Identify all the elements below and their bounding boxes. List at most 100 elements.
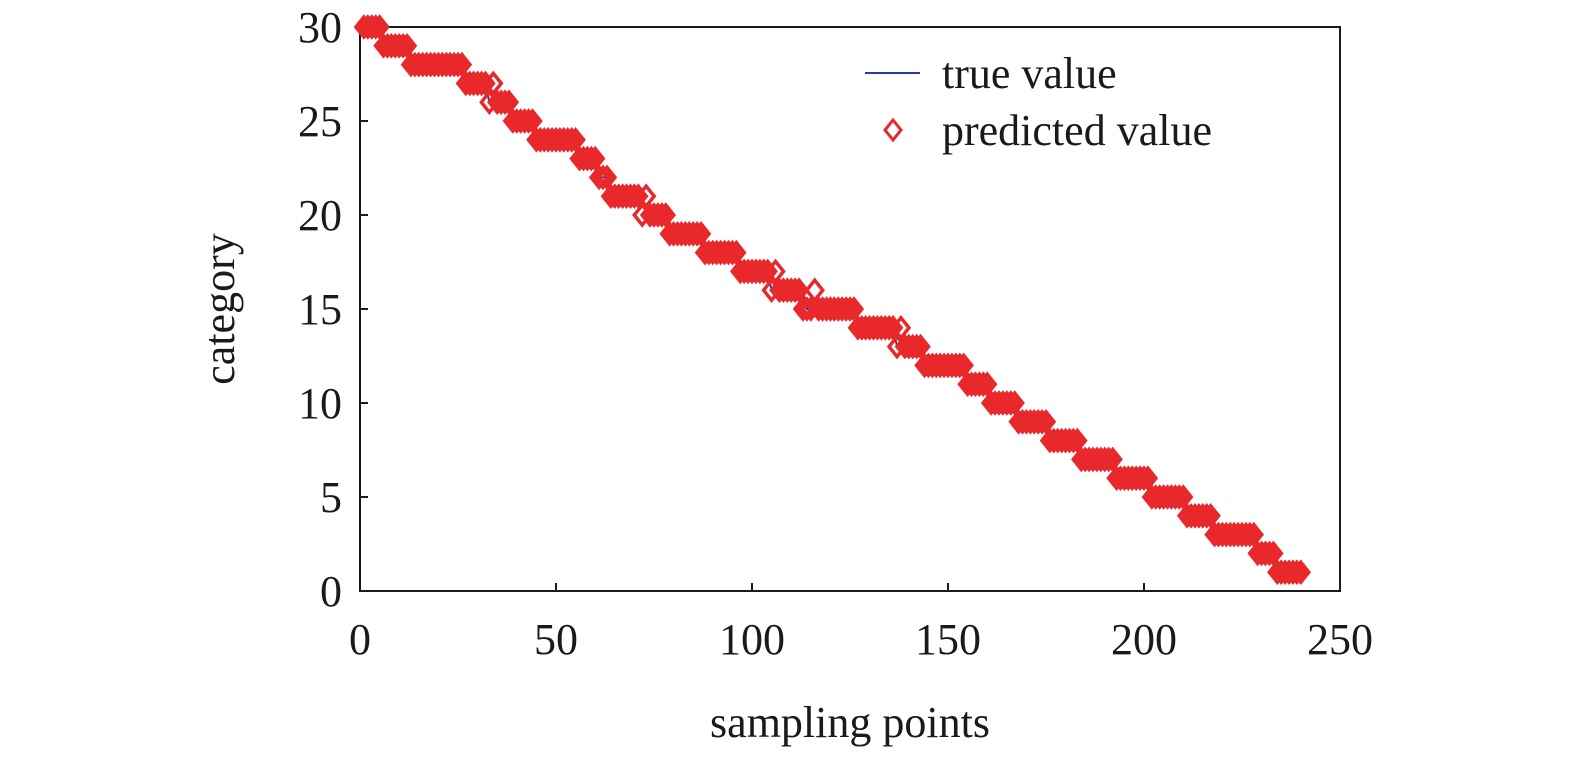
predicted-marker: [718, 239, 739, 266]
predicted-marker: [651, 202, 673, 228]
predicted-marker: [592, 164, 614, 191]
predicted-marker: [1259, 540, 1280, 567]
predicted-marker: [596, 164, 618, 191]
predicted-marker: [451, 51, 473, 78]
predicted-marker: [369, 14, 390, 40]
predicted-marker: [949, 352, 971, 379]
predicted-marker: [953, 352, 974, 379]
y-axis-label: category: [195, 233, 244, 384]
predicted-marker: [996, 390, 1018, 416]
predicted-marker: [365, 14, 386, 40]
y-tick-label: 30: [298, 3, 342, 52]
predicted-marker: [1031, 408, 1053, 435]
y-tick-label: 25: [298, 97, 342, 146]
predicted-marker: [475, 70, 496, 97]
predicted-marker: [1067, 427, 1088, 454]
predicted-marker: [388, 32, 410, 59]
x-tick-label: 100: [719, 615, 785, 664]
predicted-marker: [1059, 427, 1080, 454]
predicted-marker: [1027, 408, 1049, 435]
predicted-marker: [690, 220, 712, 247]
predicted-marker: [447, 51, 469, 78]
predicted-marker: [498, 89, 520, 116]
predicted-marker: [628, 183, 649, 210]
predicted-marker: [1235, 521, 1257, 548]
predicted-marker: [1102, 446, 1123, 473]
predicted-marker: [647, 202, 669, 228]
predicted-marker: [1263, 540, 1284, 567]
predicted-marker: [1286, 559, 1308, 586]
predicted-marker: [577, 145, 598, 172]
predicted-marker: [1192, 502, 1214, 529]
predicted-marker: [1200, 502, 1221, 529]
predicted-marker: [361, 14, 383, 40]
predicted-marker: [780, 277, 802, 304]
predicted-marker: [443, 51, 465, 78]
y-tick-label: 15: [298, 285, 342, 334]
x-tick-label: 150: [915, 615, 981, 664]
predicted-marker: [1094, 446, 1116, 473]
predicted-marker: [557, 126, 579, 153]
predicted-marker: [635, 183, 657, 210]
y-tick-label: 5: [320, 473, 342, 522]
y-tick-label: 0: [320, 567, 342, 616]
predicted-marker: [561, 126, 582, 153]
predicted-marker: [514, 108, 535, 134]
x-tick-label: 200: [1111, 615, 1177, 664]
predicted-marker: [588, 164, 610, 191]
predicted-marker: [1165, 484, 1186, 510]
predicted-marker: [467, 70, 488, 97]
predicted-marker: [784, 277, 806, 304]
predicted-marker: [882, 314, 904, 341]
legend-label: true value: [942, 49, 1117, 98]
predicted-marker: [765, 258, 786, 285]
predicted-marker: [749, 258, 771, 285]
predicted-marker: [494, 89, 516, 116]
predicted-marker: [1169, 484, 1190, 510]
predicted-marker: [392, 32, 414, 59]
x-tick-label: 250: [1307, 615, 1373, 664]
predicted-marker: [518, 108, 539, 134]
predicted-marker: [682, 220, 704, 247]
predicted-marker: [890, 314, 912, 341]
predicted-marker: [396, 32, 418, 59]
predicted-marker: [906, 333, 927, 360]
legend-marker: [883, 117, 903, 143]
predicted-marker: [945, 352, 967, 379]
predicted-marker: [1098, 446, 1119, 473]
predicted-marker: [976, 371, 998, 398]
predicted-marker: [1255, 540, 1276, 567]
predicted-marker: [1063, 427, 1084, 454]
predicted-marker: [584, 145, 606, 172]
predicted-marker: [804, 277, 825, 304]
predicted-marker: [1243, 521, 1265, 548]
predicted-marker: [565, 126, 586, 153]
predicted-marker: [835, 296, 857, 322]
predicted-marker: [483, 70, 504, 97]
predicted-marker: [722, 239, 743, 266]
predicted-marker: [1035, 408, 1057, 435]
predicted-marker: [522, 108, 543, 134]
predicted-marker: [843, 296, 865, 322]
predicted-marker: [757, 258, 778, 285]
predicted-marker: [490, 89, 512, 116]
predicted-marker: [1133, 465, 1155, 492]
predicted-marker: [792, 296, 814, 322]
predicted-marker: [1290, 559, 1312, 586]
predicted-marker: [581, 145, 602, 172]
predicted-marker: [1129, 465, 1151, 492]
predicted-marker: [655, 202, 677, 228]
predicted-marker: [620, 183, 641, 210]
predicted-marker: [1004, 390, 1025, 416]
x-axis-label: sampling points: [710, 698, 990, 747]
predicted-marker: [1239, 521, 1261, 548]
predicted-marker: [1196, 502, 1217, 529]
predicted-marker: [1000, 390, 1021, 416]
predicted-marker: [1282, 559, 1304, 586]
predicted-marker: [1137, 465, 1159, 492]
x-tick-label: 0: [349, 615, 371, 664]
predicted-marker: [875, 314, 896, 341]
predicted-marker: [969, 371, 990, 398]
predicted-marker: [686, 220, 708, 247]
